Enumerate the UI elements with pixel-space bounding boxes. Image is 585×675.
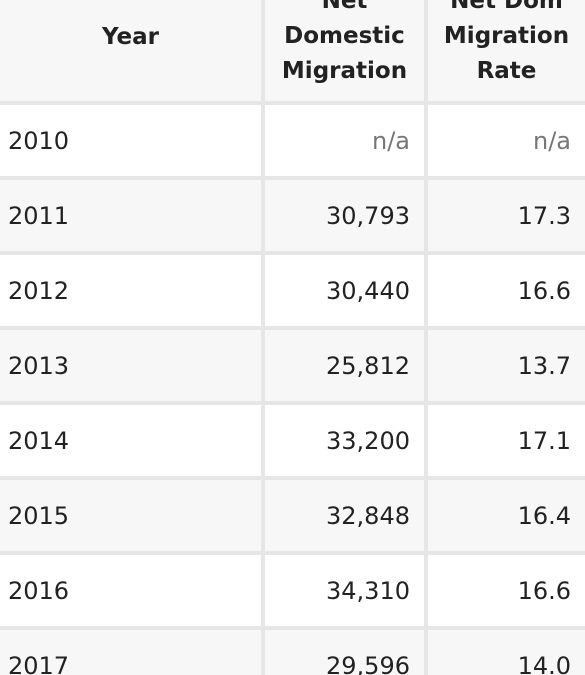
cell-migration-rate: 14.0 (426, 628, 585, 675)
table-row: 2010 n/a n/a (0, 103, 585, 180)
table-header: Year Net Domestic Migration Net Dom Migr… (0, 0, 585, 105)
table-row: 2012 30,440 16.6 (0, 253, 585, 330)
header-row: Year Net Domestic Migration Net Dom Migr… (0, 0, 585, 105)
header-net-dom-migration-rate[interactable]: Net Dom Migration Rate (426, 0, 585, 105)
header-rate-line-2: Migration (443, 22, 570, 49)
cell-net-domestic-migration: 25,812 (263, 328, 428, 405)
cell-net-domestic-migration: n/a (263, 103, 428, 180)
cell-year: 2014 (0, 403, 265, 480)
cell-net-domestic-migration: 33,200 (263, 403, 428, 480)
table-row: 2011 30,793 17.3 (0, 178, 585, 255)
cell-migration-rate: 13.7 (426, 328, 585, 405)
header-ndm-line-3: Migration (281, 57, 408, 84)
cell-net-domestic-migration: 34,310 (263, 553, 428, 630)
cell-year: 2015 (0, 478, 265, 555)
table-row: 2016 34,310 16.6 (0, 553, 585, 630)
cell-net-domestic-migration: 29,596 (263, 628, 428, 675)
cell-year: 2013 (0, 328, 265, 405)
header-rate-line-1: Net Dom (450, 0, 563, 14)
header-ndm-line-1: Net (321, 0, 368, 14)
cell-migration-rate: 17.3 (426, 178, 585, 255)
header-year[interactable]: Year (0, 0, 265, 105)
cell-year: 2017 (0, 628, 265, 675)
cell-year: 2010 (0, 103, 265, 180)
header-rate-line-3: Rate (476, 57, 537, 84)
cell-migration-rate: n/a (426, 103, 585, 180)
cell-net-domestic-migration: 32,848 (263, 478, 428, 555)
cell-year: 2011 (0, 178, 265, 255)
header-ndm-line-2: Domestic (284, 22, 405, 49)
cell-migration-rate: 16.6 (426, 553, 585, 630)
header-net-domestic-migration[interactable]: Net Domestic Migration (263, 0, 428, 105)
cell-migration-rate: 16.4 (426, 478, 585, 555)
cell-net-domestic-migration: 30,793 (263, 178, 428, 255)
table-row: 2014 33,200 17.1 (0, 403, 585, 480)
cell-net-domestic-migration: 30,440 (263, 253, 428, 330)
header-year-label: Year (101, 23, 159, 50)
cell-migration-rate: 17.1 (426, 403, 585, 480)
table-row: 2017 29,596 14.0 (0, 628, 585, 675)
cell-year: 2016 (0, 553, 265, 630)
table-row: 2013 25,812 13.7 (0, 328, 585, 405)
table-body: 2010 n/a n/a 2011 30,793 17.3 2012 30,44… (0, 103, 585, 675)
cell-migration-rate: 16.6 (426, 253, 585, 330)
table-row: 2015 32,848 16.4 (0, 478, 585, 555)
cell-year: 2012 (0, 253, 265, 330)
